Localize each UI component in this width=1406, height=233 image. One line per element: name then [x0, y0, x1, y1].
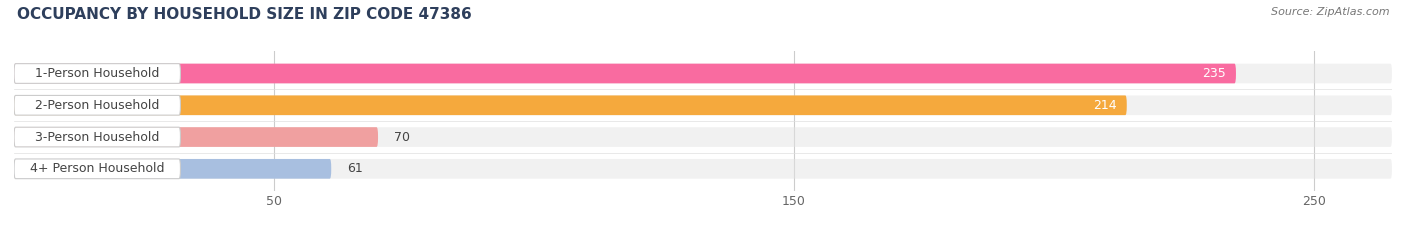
FancyBboxPatch shape [14, 127, 180, 147]
FancyBboxPatch shape [14, 159, 1392, 179]
Text: 214: 214 [1092, 99, 1116, 112]
Text: 1-Person Household: 1-Person Household [35, 67, 159, 80]
Text: 235: 235 [1202, 67, 1226, 80]
Text: 3-Person Household: 3-Person Household [35, 130, 159, 144]
FancyBboxPatch shape [14, 159, 332, 179]
Text: Source: ZipAtlas.com: Source: ZipAtlas.com [1271, 7, 1389, 17]
Text: OCCUPANCY BY HOUSEHOLD SIZE IN ZIP CODE 47386: OCCUPANCY BY HOUSEHOLD SIZE IN ZIP CODE … [17, 7, 471, 22]
FancyBboxPatch shape [14, 159, 180, 179]
Text: 70: 70 [394, 130, 409, 144]
Text: 61: 61 [347, 162, 363, 175]
FancyBboxPatch shape [14, 64, 1392, 83]
FancyBboxPatch shape [14, 96, 1392, 115]
Text: 2-Person Household: 2-Person Household [35, 99, 159, 112]
FancyBboxPatch shape [14, 127, 378, 147]
FancyBboxPatch shape [14, 96, 1126, 115]
FancyBboxPatch shape [14, 64, 1236, 83]
FancyBboxPatch shape [14, 96, 180, 115]
FancyBboxPatch shape [14, 64, 180, 83]
FancyBboxPatch shape [14, 127, 1392, 147]
Text: 4+ Person Household: 4+ Person Household [30, 162, 165, 175]
